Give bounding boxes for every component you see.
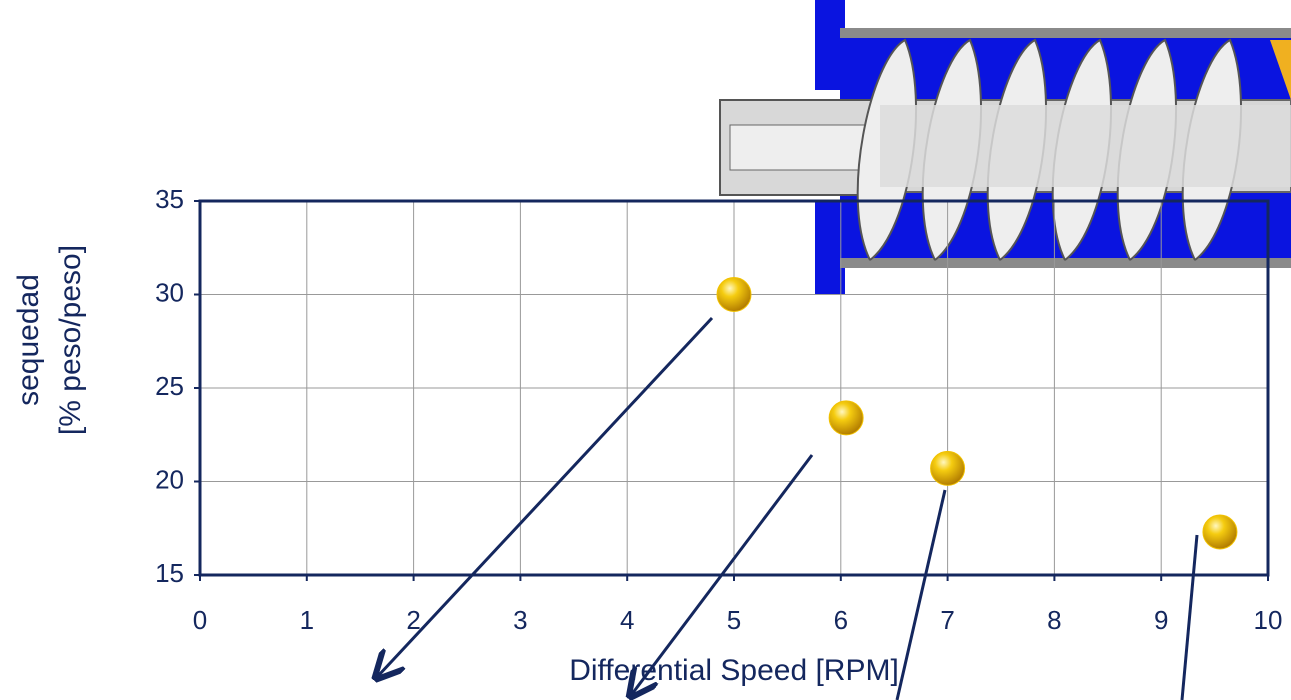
data-point [931,451,965,485]
y-axis-title: [% peso/peso] [54,245,87,435]
data-point [1203,515,1237,549]
y-tick-label: 30 [155,277,184,307]
x-tick-label: 0 [193,605,207,635]
x-tick-label: 3 [513,605,527,635]
y-tick-label: 15 [155,558,184,588]
y-tick-label: 20 [155,464,184,494]
x-tick-label: 10 [1254,605,1283,635]
y-tick-label: 25 [155,371,184,401]
x-axis-title: Differential Speed [RPM] [569,654,899,687]
x-tick-label: 7 [940,605,954,635]
x-tick-label: 4 [620,605,634,635]
y-tick-label: 35 [155,184,184,214]
x-tick-label: 6 [834,605,848,635]
x-tick-label: 5 [727,605,741,635]
x-tick-label: 8 [1047,605,1061,635]
y-axis-title: sequedad [12,274,45,406]
x-tick-label: 1 [300,605,314,635]
x-tick-label: 9 [1154,605,1168,635]
decanter-illustration [720,0,1291,295]
chart: 0123456789101520253035 Differential Spee… [0,0,1291,700]
data-point [717,278,751,312]
data-point [829,401,863,435]
arrows [378,318,1197,700]
